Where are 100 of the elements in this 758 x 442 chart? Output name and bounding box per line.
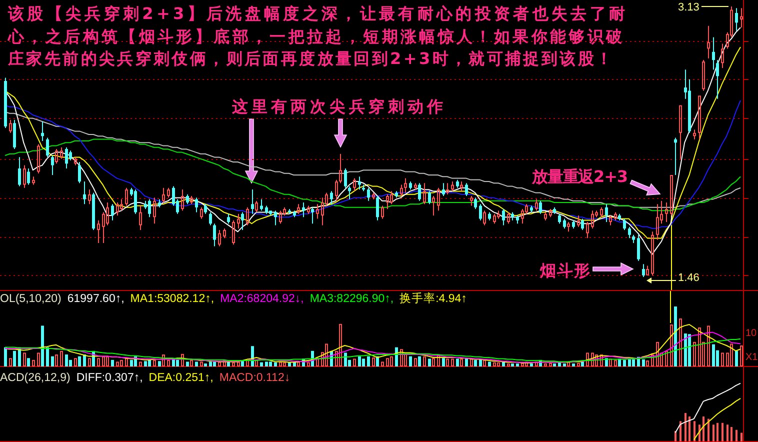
bar (698, 328, 701, 366)
candlestick (483, 210, 486, 226)
bar (418, 356, 421, 366)
candlestick (493, 213, 496, 224)
bar (726, 424, 728, 442)
bar (722, 422, 724, 442)
bar (372, 358, 375, 366)
candlestick (549, 208, 552, 218)
candlestick (344, 168, 347, 188)
bar (642, 359, 645, 366)
candlestick (581, 218, 584, 231)
candlestick (577, 214, 580, 228)
bar (740, 432, 742, 442)
bar (237, 362, 240, 366)
bar (283, 362, 286, 366)
candlestick (288, 208, 291, 214)
candlestick (125, 187, 128, 206)
bar (106, 356, 109, 366)
bar (736, 430, 738, 442)
candlestick (158, 198, 161, 208)
text: X1 (746, 352, 758, 363)
candlestick (97, 220, 100, 244)
bar (507, 364, 510, 366)
bar (651, 354, 654, 366)
candlestick (83, 180, 86, 205)
bar (97, 358, 100, 366)
candlestick (460, 180, 463, 192)
bar (488, 362, 491, 366)
bar (386, 358, 389, 366)
bar (232, 362, 235, 366)
candlestick (442, 182, 445, 197)
candlestick (209, 212, 212, 226)
candlestick (702, 59, 705, 92)
bar (600, 354, 603, 366)
candlestick (609, 214, 612, 226)
bar (260, 362, 263, 366)
bar (27, 358, 30, 366)
candlestick (241, 212, 244, 231)
candlestick (642, 264, 645, 278)
bar (470, 358, 473, 366)
candlestick (740, 8, 743, 28)
candlestick (330, 190, 333, 205)
bar (390, 356, 393, 366)
bar (125, 358, 128, 366)
bar (9, 358, 12, 366)
bar (712, 344, 715, 366)
candlestick (297, 204, 300, 214)
bar (227, 362, 230, 366)
chart-title: OL(5,10,20) (0, 293, 62, 305)
candlestick (60, 146, 63, 160)
bar (144, 361, 147, 366)
y-tick-label: 3.13 (678, 1, 700, 14)
bar (120, 360, 123, 366)
bar (581, 362, 584, 366)
bar (325, 344, 328, 366)
candlestick (553, 206, 556, 214)
candlestick (41, 121, 44, 142)
candlestick (358, 176, 361, 190)
candlestick (78, 162, 81, 184)
bar (60, 350, 63, 366)
candlestick (74, 156, 77, 166)
bar (274, 362, 277, 366)
text: MA3:82296.90↑, (310, 293, 394, 305)
bar (65, 354, 68, 366)
bar (437, 354, 440, 366)
bar (195, 362, 198, 366)
bar (293, 362, 296, 366)
bar (708, 418, 710, 442)
candlestick (530, 205, 533, 213)
candlestick (13, 119, 16, 150)
bar (553, 364, 556, 366)
candlestick (465, 182, 468, 197)
candlestick (307, 205, 310, 214)
bar (674, 306, 677, 366)
bar (78, 356, 81, 366)
candlestick (372, 192, 375, 200)
bar (37, 352, 40, 366)
bar (721, 352, 724, 366)
candlestick (646, 265, 649, 276)
candlestick (665, 202, 668, 222)
candlestick (134, 189, 137, 214)
candlestick (497, 210, 500, 220)
candlestick (362, 184, 365, 192)
candlestick (707, 25, 710, 59)
text: 61997.60↑, (67, 293, 124, 305)
bar (665, 350, 668, 366)
candlestick (632, 234, 635, 244)
candlestick (9, 119, 12, 134)
bar (265, 362, 268, 366)
bar (167, 360, 170, 366)
bar (255, 360, 258, 366)
annotation: 庄家先前的尖兵穿刺伎俩，则后面再度放量回到2+3时，就可捕捉到该股！ (7, 49, 612, 68)
bar (567, 362, 570, 366)
bar (586, 352, 589, 366)
bar (307, 362, 310, 366)
candlestick (572, 220, 575, 229)
bar (400, 349, 403, 366)
bar (680, 421, 682, 442)
candlestick (521, 208, 524, 224)
bar (55, 354, 58, 366)
